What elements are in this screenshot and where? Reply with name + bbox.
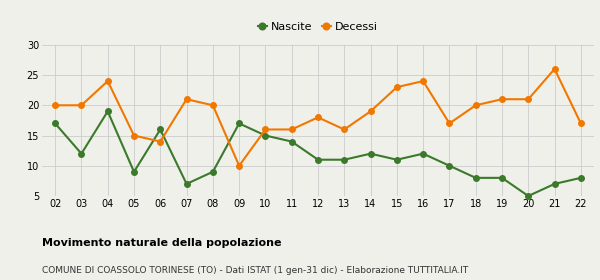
Nascite [341,158,348,161]
Line: Decessi: Decessi [52,66,584,169]
Nascite [288,140,295,143]
Nascite [367,152,374,155]
Nascite [524,194,532,198]
Text: COMUNE DI COASSOLO TORINESE (TO) - Dati ISTAT (1 gen-31 dic) - Elaborazione TUTT: COMUNE DI COASSOLO TORINESE (TO) - Dati … [42,266,468,275]
Decessi [446,122,453,125]
Nascite [472,176,479,179]
Nascite [314,158,322,161]
Line: Nascite: Nascite [52,109,584,199]
Decessi [499,97,506,101]
Decessi [130,134,137,137]
Nascite [209,170,217,174]
Decessi [472,104,479,107]
Decessi [104,80,112,83]
Decessi [262,128,269,131]
Decessi [393,85,400,89]
Decessi [78,104,85,107]
Nascite [499,176,506,179]
Decessi [367,110,374,113]
Nascite [446,164,453,167]
Decessi [577,122,584,125]
Legend: Nascite, Decessi: Nascite, Decessi [254,17,382,37]
Nascite [262,134,269,137]
Decessi [524,97,532,101]
Decessi [288,128,295,131]
Nascite [130,170,137,174]
Nascite [104,110,112,113]
Decessi [236,164,243,167]
Nascite [157,128,164,131]
Decessi [314,116,322,119]
Decessi [157,140,164,143]
Decessi [551,67,558,71]
Nascite [393,158,400,161]
Nascite [236,122,243,125]
Nascite [183,182,190,186]
Nascite [78,152,85,155]
Decessi [183,97,190,101]
Decessi [419,80,427,83]
Nascite [419,152,427,155]
Decessi [341,128,348,131]
Decessi [52,104,59,107]
Nascite [577,176,584,179]
Decessi [209,104,217,107]
Text: Movimento naturale della popolazione: Movimento naturale della popolazione [42,238,281,248]
Nascite [551,182,558,186]
Nascite [52,122,59,125]
